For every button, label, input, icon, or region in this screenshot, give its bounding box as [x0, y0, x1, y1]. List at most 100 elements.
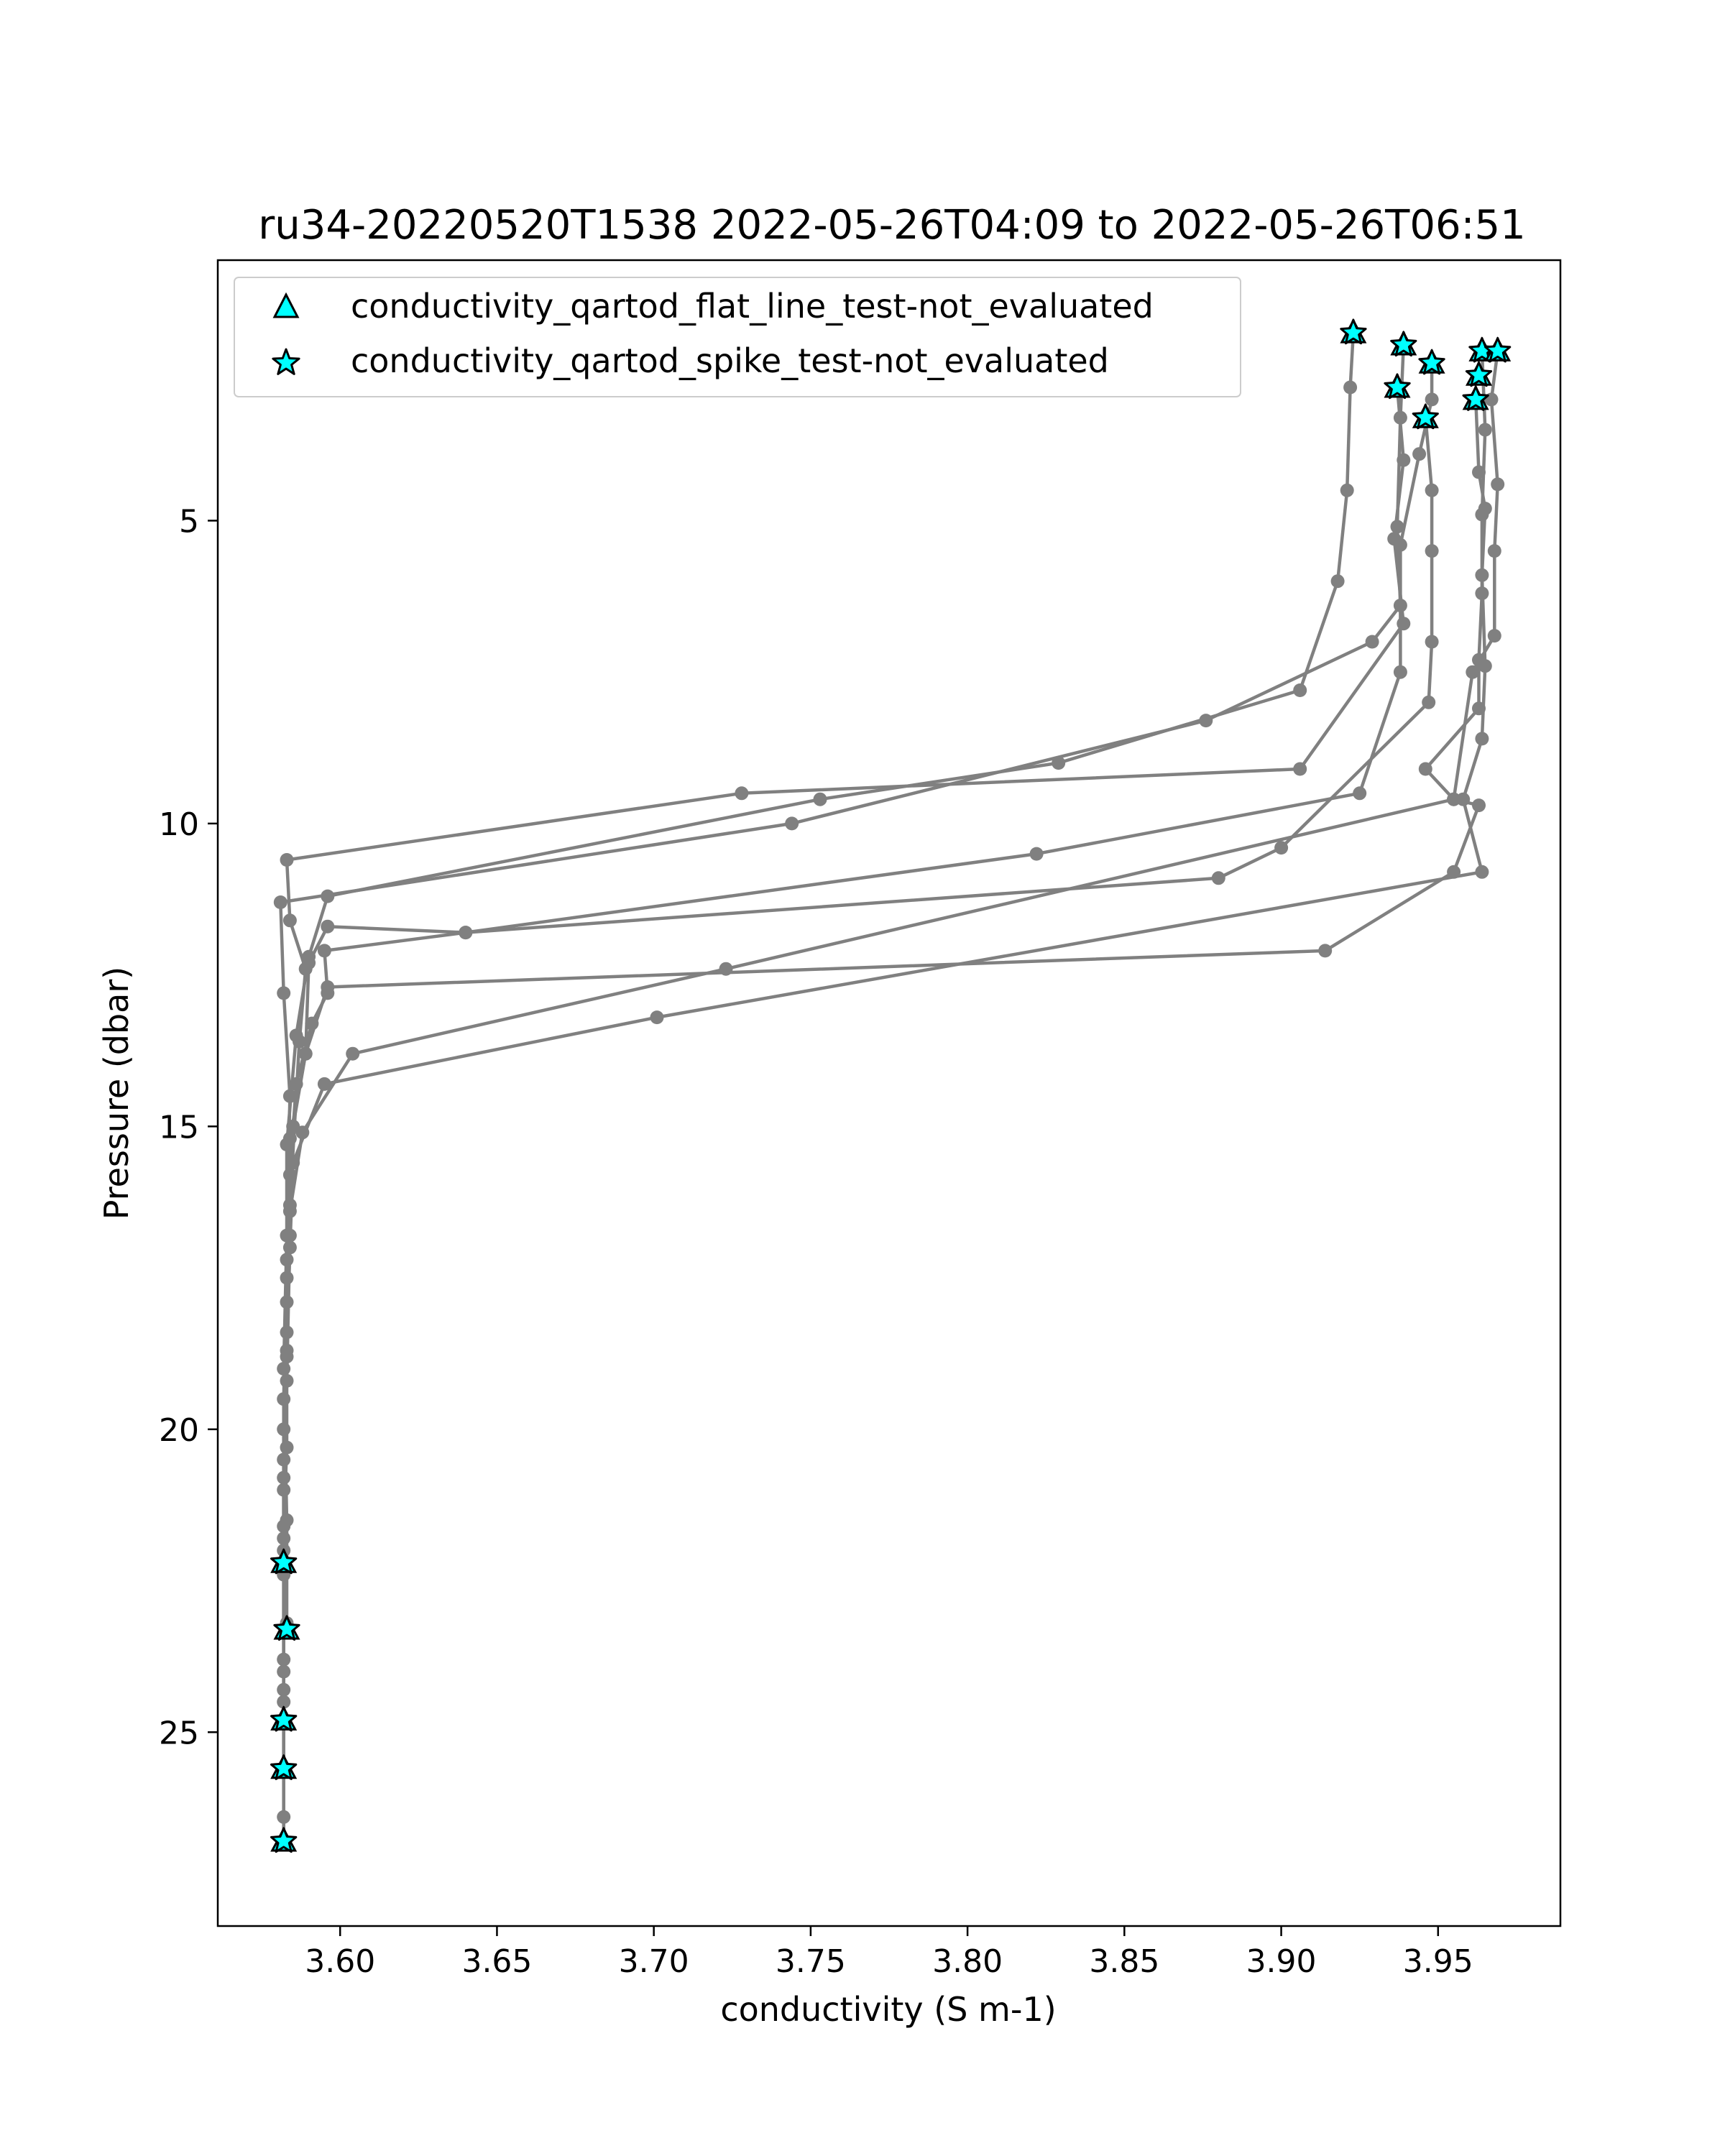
- data-point: [1293, 762, 1307, 776]
- data-point: [282, 1204, 297, 1218]
- data-point: [1029, 847, 1044, 861]
- data-point: [277, 986, 291, 1000]
- data-point: [280, 1440, 294, 1455]
- data-point: [1412, 447, 1427, 461]
- spike-flag-marker: [270, 1754, 298, 1780]
- data-point: [1390, 520, 1404, 534]
- x-tick-label: 3.65: [461, 1943, 532, 1980]
- data-point: [280, 853, 294, 867]
- legend-star-icon: [272, 348, 300, 375]
- data-point: [317, 1077, 331, 1091]
- axes-frame: [216, 259, 1562, 1927]
- data-point: [277, 1392, 291, 1406]
- data-point: [459, 926, 473, 940]
- data-point: [1318, 944, 1333, 958]
- data-point: [282, 913, 297, 928]
- data-point: [1397, 453, 1411, 467]
- data-point: [1343, 380, 1358, 395]
- data-point: [1330, 574, 1345, 589]
- data-point: [1475, 732, 1489, 746]
- data-point: [305, 1016, 319, 1031]
- data-point: [321, 889, 335, 903]
- plot-area: [270, 318, 1512, 1853]
- y-tick-label: 10: [159, 806, 199, 843]
- spike-flag-marker: [1418, 349, 1445, 375]
- data-point: [1475, 568, 1489, 582]
- data-point: [280, 1373, 294, 1388]
- y-tick-label: 25: [159, 1715, 199, 1751]
- data-point: [1478, 659, 1492, 673]
- data-point: [1393, 410, 1407, 425]
- data-point: [785, 816, 799, 831]
- data-point: [321, 919, 335, 934]
- data-point: [282, 1131, 297, 1146]
- spike-flag-marker: [270, 1827, 298, 1853]
- data-point: [277, 1682, 291, 1697]
- data-point: [1425, 392, 1439, 407]
- data-point: [1491, 477, 1505, 492]
- data-point: [1425, 483, 1439, 497]
- data-point: [1475, 865, 1489, 879]
- data-point: [302, 956, 316, 970]
- data-point: [346, 1046, 360, 1061]
- data-point: [813, 792, 827, 806]
- y-tick-label: 5: [179, 503, 199, 540]
- data-point: [317, 944, 331, 958]
- data-point: [277, 1664, 291, 1679]
- data-point: [1393, 665, 1407, 679]
- data-point: [1293, 683, 1307, 697]
- data-point: [1487, 544, 1501, 558]
- spike-flag-marker: [1462, 385, 1489, 411]
- spike-flag-marker: [1340, 318, 1367, 345]
- data-point: [273, 895, 288, 909]
- x-axis: 3.60 3.65 3.70 3.75 3.80 3.85 3.90 3.95: [305, 1926, 1473, 1980]
- x-tick-label: 3.80: [932, 1943, 1003, 1980]
- y-axis: 5 10 15 20 25: [159, 503, 218, 1751]
- data-point: [1425, 544, 1439, 558]
- data-point: [277, 1652, 291, 1667]
- data-point: [1418, 762, 1432, 776]
- spike-flag-marker: [273, 1615, 300, 1641]
- data-point: [280, 1295, 294, 1309]
- x-tick-label: 3.60: [305, 1943, 375, 1980]
- x-tick-label: 3.75: [776, 1943, 846, 1980]
- y-tick-label: 20: [159, 1412, 199, 1449]
- data-point: [1447, 865, 1461, 879]
- data-point: [280, 1325, 294, 1340]
- data-point: [277, 1695, 291, 1709]
- spike-flag-marker: [1412, 403, 1439, 430]
- x-tick-label: 3.95: [1403, 1943, 1473, 1980]
- data-point: [282, 1168, 297, 1182]
- data-point: [1472, 701, 1486, 716]
- data-point: [277, 1362, 291, 1376]
- legend-star-marker: [272, 348, 300, 375]
- data-point: [282, 1228, 297, 1243]
- data-point: [289, 1077, 303, 1091]
- data-point: [1397, 617, 1411, 631]
- data-point: [1340, 483, 1354, 497]
- data-point: [321, 980, 335, 994]
- data-point: [280, 1343, 294, 1358]
- spike-flag-marker: [270, 1548, 298, 1575]
- data-point: [286, 1156, 300, 1170]
- data-point: [1393, 538, 1407, 552]
- legend-triangle-icon: [272, 292, 300, 318]
- data-point: [293, 1034, 306, 1049]
- data-point: [1472, 465, 1486, 479]
- data-point: [277, 1470, 291, 1485]
- data-point: [282, 1089, 297, 1103]
- data-point: [1466, 665, 1480, 679]
- data-point: [1475, 586, 1489, 601]
- x-tick-label: 3.90: [1246, 1943, 1317, 1980]
- data-point: [277, 1483, 291, 1497]
- x-tick-label: 3.70: [619, 1943, 689, 1980]
- data-point: [1478, 423, 1492, 437]
- legend-label-flat-line: conductivity_qartod_flat_line_test-not_e…: [351, 287, 1154, 326]
- x-tick-label: 3.85: [1089, 1943, 1159, 1980]
- data-point: [277, 1519, 291, 1534]
- data-point: [719, 962, 733, 976]
- data-point: [1487, 629, 1501, 643]
- data-point: [1052, 756, 1066, 770]
- data-point: [1393, 599, 1407, 612]
